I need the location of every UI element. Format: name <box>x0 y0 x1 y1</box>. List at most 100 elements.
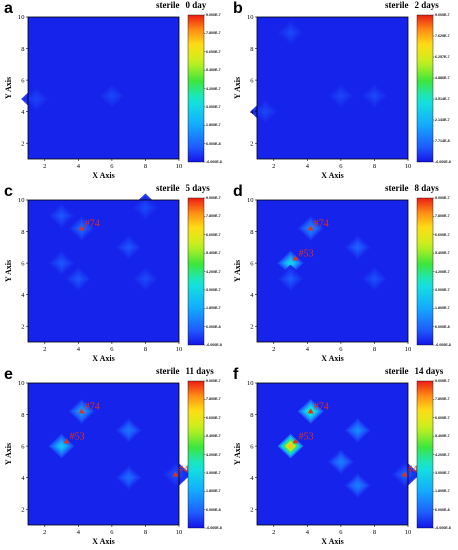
hotspot-layer <box>275 213 390 294</box>
treatment-label: sterile <box>385 183 409 193</box>
x-tick-label: 2 <box>272 346 275 353</box>
heatmap-background <box>257 17 408 159</box>
y-tick-label: 2 <box>250 323 253 330</box>
colorbar-tick-label: 3.000E-7 <box>206 104 221 109</box>
x-tick-label: 2 <box>272 163 275 170</box>
sample-marker <box>307 408 314 414</box>
sample-marker <box>307 225 314 231</box>
colorbar <box>416 14 434 163</box>
colorbar-tick-label: 4.200E-7 <box>435 452 450 457</box>
colorbar-tick-label: -6.000E-8 <box>435 343 451 347</box>
colorbar-tick-label: 5.400E-7 <box>206 251 221 256</box>
x-tick-label: 4 <box>77 529 81 536</box>
x-tick-label: 10 <box>405 346 412 353</box>
x-tick-label: 4 <box>306 529 310 536</box>
colorbar-tick-label: 4.200E-7 <box>435 269 450 274</box>
y-tick-label: 10 <box>247 197 254 204</box>
colorbar-tick-label: 7.800E-7 <box>206 214 221 219</box>
colorbar-tick-label: 5.400E-7 <box>435 251 450 256</box>
y-tick-label: 4 <box>250 292 254 299</box>
heatmap-background <box>28 200 179 342</box>
colorbar-tick-label: 9.000E-7 <box>206 196 221 200</box>
panel-letter: d <box>233 183 243 200</box>
colorbar-tick-label: 1.800E-7 <box>435 306 450 311</box>
panel-title: sterile 11 days <box>156 366 214 376</box>
y-tick-label: 2 <box>21 506 24 513</box>
plot-frame <box>256 382 409 526</box>
x-tick-label: 4 <box>77 163 81 170</box>
y-tick-label: 6 <box>21 260 25 267</box>
y-tick-label: 6 <box>250 77 254 84</box>
colorbar-tick-label: 6.000E-8 <box>206 507 221 512</box>
hotspot-3 <box>337 458 345 466</box>
colorbar-tick-label: 5.400E-7 <box>206 68 221 73</box>
heatmap-plot: 2 4 6 8 10 2 4 6 8 10 X Axis Y Axis <box>4 14 206 180</box>
colorbar-tick-label: 5.400E-7 <box>206 434 221 439</box>
panel-letter: a <box>4 0 13 17</box>
hotspot-layer <box>46 193 161 294</box>
colorbar-tick-label: 3.000E-7 <box>206 287 221 292</box>
x-axis-label: X Axis <box>321 171 343 180</box>
heatmap-plot: 2 4 6 8 10 2 4 6 8 10 X Axis Y Axis #74 #53 #40 <box>233 380 435 546</box>
heatmap-panel-d: d sterile 8 days 2 4 6 8 10 2 4 6 8 10 X Axis Y Axis #7… <box>229 183 458 366</box>
y-tick-label: 4 <box>21 109 25 116</box>
treatment-label: sterile <box>156 0 180 10</box>
panel-letter: b <box>233 0 243 17</box>
treatment-label: sterile <box>156 366 180 376</box>
sample-marker <box>292 255 299 261</box>
heatmap-panel-c: c sterile 5 days 2 4 6 8 10 2 4 6 8 10 X Axis Y Axis #7… <box>0 183 229 366</box>
colorbar-tick-label: 6.600E-7 <box>435 415 450 420</box>
colorbar-tick-label: 6.000E-8 <box>206 324 221 329</box>
plot-frame <box>27 16 180 160</box>
hotspot-0 <box>33 95 40 103</box>
y-axis-label: Y Axis <box>233 77 242 99</box>
y-tick-label: 8 <box>21 229 24 236</box>
x-tick-label: 6 <box>339 529 343 536</box>
plot-frame <box>27 382 180 526</box>
heatmap-background <box>257 383 408 525</box>
y-tick-label: 4 <box>250 475 254 482</box>
x-axis-label: X Axis <box>321 354 343 363</box>
colorbar-tick-label: 9.000E-7 <box>435 196 450 200</box>
panel-title: sterile 14 days <box>385 366 443 376</box>
y-tick-label: 4 <box>21 292 25 299</box>
hotspot-1 <box>108 92 116 100</box>
heatmap-background <box>28 383 179 525</box>
y-tick-label: 6 <box>21 443 25 450</box>
y-axis-label: Y Axis <box>4 77 13 99</box>
colorbar-tick-label: 7.629E-7 <box>435 34 450 38</box>
colorbar-tick-label: 7.800E-7 <box>435 214 450 219</box>
x-axis-label: X Axis <box>92 354 114 363</box>
sample-label: #74 <box>85 218 100 229</box>
heatmap-panel-f: f sterile 14 days 2 4 6 8 10 2 4 6 8 10 X Axis Y Axis #… <box>229 366 458 549</box>
x-tick-label: 8 <box>373 346 376 353</box>
colorbar-tick-label: 7.800E-7 <box>206 31 221 36</box>
heatmap-plot: 2 4 6 8 10 2 4 6 8 10 X Axis Y Axis <box>233 14 435 180</box>
y-tick-label: 8 <box>250 229 253 236</box>
day-label: 8 days <box>414 183 439 193</box>
x-tick-label: 4 <box>306 163 310 170</box>
hotspot-layer <box>21 81 128 114</box>
sample-label: #74 <box>85 401 100 412</box>
colorbar-tick-label: 3.000E-7 <box>206 470 221 475</box>
colorbar-tick-label: 7.714E-8 <box>435 139 450 143</box>
colorbar-tick-label: 3.514E-7 <box>435 97 450 101</box>
x-axis-label: X Axis <box>321 537 343 546</box>
y-tick-label: 6 <box>250 260 254 267</box>
panel-title: sterile 5 days <box>156 183 210 193</box>
colorbar-tick-label: 5.400E-7 <box>435 434 450 439</box>
x-axis-label: X Axis <box>92 537 114 546</box>
heatmap-plot: 2 4 6 8 10 2 4 6 8 10 X Axis Y Axis #74 <box>4 193 206 363</box>
sample-label: #53 <box>299 431 314 442</box>
day-label: 2 days <box>414 0 439 10</box>
colorbar-tick-label: 9.000E-7 <box>435 379 450 383</box>
x-tick-label: 8 <box>373 529 376 536</box>
sample-marker <box>172 471 179 477</box>
heatmap-panel-e: e sterile 11 days 2 4 6 8 10 2 4 6 8 10 X Axis Y Axis #… <box>0 366 229 549</box>
colorbar-tick-label: 4.886E-7 <box>435 76 450 80</box>
colorbar-tick-label: 4.200E-7 <box>206 86 221 91</box>
sample-marker <box>63 438 70 444</box>
y-tick-label: 4 <box>250 109 254 116</box>
y-axis-label: Y Axis <box>233 260 242 282</box>
hotspot-3 <box>74 275 82 283</box>
